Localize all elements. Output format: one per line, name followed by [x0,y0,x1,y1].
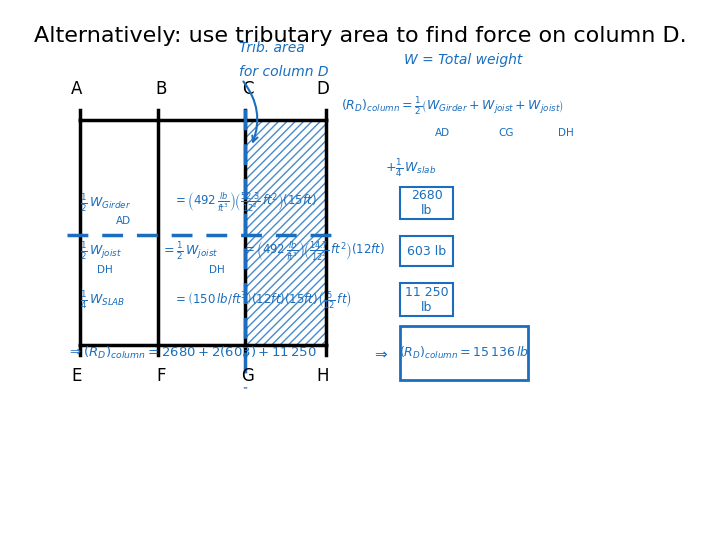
Text: $(R_D)_{column} = 15\,136\,lb$: $(R_D)_{column} = 15\,136\,lb$ [400,345,530,361]
Text: $\frac{1}{2}\,W_{joist}$: $\frac{1}{2}\,W_{joist}$ [80,240,122,262]
Text: $\Rightarrow (R_D)_{column} = 2680 + 2(603) + 11\,250$: $\Rightarrow (R_D)_{column} = 2680 + 2(6… [68,345,318,361]
Text: F: F [156,367,166,384]
Text: A: A [71,80,82,98]
Bar [400,187,454,219]
Text: AD: AD [436,127,451,138]
Text: DH: DH [557,127,573,138]
Text: D: D [316,80,329,98]
Text: DH: DH [209,265,225,275]
Text: for column D: for column D [238,65,328,79]
Text: Alternatively: use tributary area to find force on column D.: Alternatively: use tributary area to fin… [34,25,686,45]
Text: H: H [316,367,329,384]
Text: G: G [241,367,254,384]
Text: B: B [155,80,166,98]
Text: 603 lb: 603 lb [407,245,446,258]
Bar [400,284,454,316]
Text: $= \left(150\,lb/ft^3\right)(12ft)(15ft)\left(\frac{5}{12}\,ft\right)$: $= \left(150\,lb/ft^3\right)(12ft)(15ft)… [174,289,352,310]
Text: $= \frac{1}{2}\,W_{joist}$: $= \frac{1}{2}\,W_{joist}$ [161,240,218,262]
Text: $+ \frac{1}{4}\,W_{slab}$: $+ \frac{1}{4}\,W_{slab}$ [385,157,436,179]
Text: W = Total weight: W = Total weight [404,53,522,68]
Text: Trib. area: Trib. area [238,41,305,55]
Text: 2680
lb: 2680 lb [410,189,443,217]
Text: $\frac{1}{4}\,W_{SLAB}$: $\frac{1}{4}\,W_{SLAB}$ [80,288,125,310]
Text: $\frac{1}{2}\,W_{Girder}$: $\frac{1}{2}\,W_{Girder}$ [80,192,131,214]
Text: CG: CG [498,127,514,138]
Text: $= \left(492\,\frac{lb}{ft^3}\right)\left(\frac{14.7}{12^2}\,ft^2\right)(12ft)$: $= \left(492\,\frac{lb}{ft^3}\right)\lef… [242,240,384,262]
Text: E: E [71,367,82,384]
Text: $(R_D)_{column} = \frac{1}{2}\left(W_{Girder} + W_{joist} + W_{joist}\right)$: $(R_D)_{column} = \frac{1}{2}\left(W_{Gi… [341,95,564,117]
Bar [400,236,454,266]
Text: 11 250
lb: 11 250 lb [405,286,449,314]
Text: $\Rightarrow$: $\Rightarrow$ [372,346,390,361]
Text: C: C [242,80,253,98]
Text: $= \left(492\,\frac{lb}{ft^3}\right)\left(\frac{52.3}{12^2}\,ft^2\right)(15ft)$: $= \left(492\,\frac{lb}{ft^3}\right)\lef… [174,191,317,214]
Text: DH: DH [97,265,112,275]
Text: AD: AD [116,217,131,226]
Bar [400,326,528,380]
